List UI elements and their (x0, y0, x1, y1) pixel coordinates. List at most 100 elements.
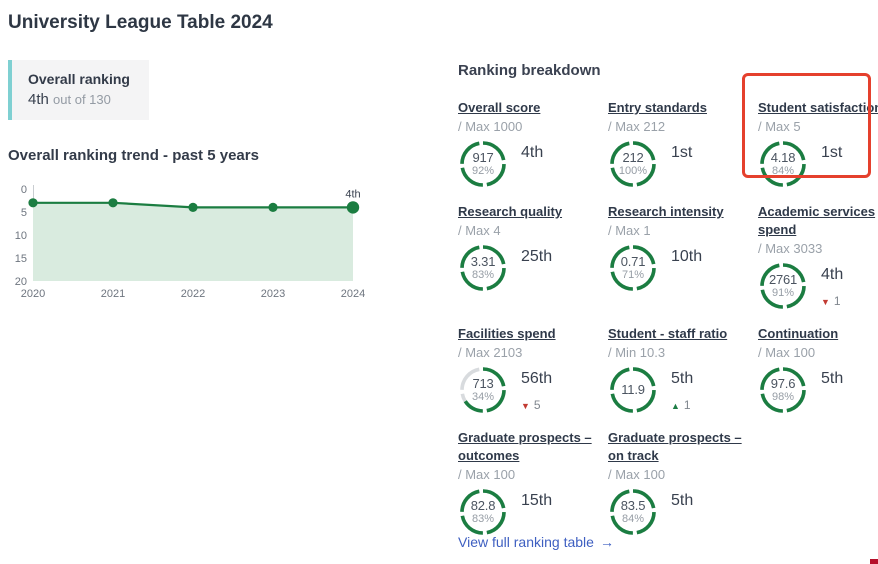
metric-percent: 98% (771, 391, 795, 403)
metric-link-overall-score[interactable]: Overall score (458, 100, 541, 115)
rank-change-amount: 5 (533, 398, 541, 412)
metric-max: / Max 100 (608, 467, 666, 482)
metric-percent: 91% (771, 287, 795, 299)
metric-gauge-row: 97.6 98% 5th (758, 365, 878, 415)
metric-gauge: 917 92% (458, 139, 508, 189)
metric-max: / Max 1000 (458, 119, 523, 134)
metric-gauge: 97.6 98% (758, 365, 808, 415)
gauge-text: 0.71 71% (608, 243, 658, 293)
gauge-text: 713 34% (458, 365, 508, 415)
metric-max: / Min 10.3 (608, 345, 666, 360)
metric-value: 97.6 (770, 376, 796, 391)
metric-rank: 56th (521, 370, 553, 387)
svg-text:20: 20 (15, 276, 27, 288)
metric-max: / Max 3033 (758, 241, 823, 256)
metric-gauge: 11.9 (608, 365, 658, 415)
metric-gauge: 0.71 71% (608, 243, 658, 293)
gauge-text: 11.9 (608, 365, 658, 415)
metric-rank-col: 1st (671, 139, 692, 162)
metric-rank: 15th (521, 492, 553, 509)
gauge-text: 917 92% (458, 139, 508, 189)
metric-rank-col: 1st (821, 139, 842, 162)
metric-gauge-row: 11.9 5th ▲ 1 (608, 365, 750, 415)
metric-rank-col: 4th (521, 139, 543, 162)
view-full-ranking-table-label: View full ranking table (458, 534, 594, 550)
metric-rank: 5th (671, 370, 694, 387)
rank-down-icon: ▼ (521, 401, 530, 411)
metric-max: / Max 4 (458, 223, 501, 238)
metric-rank-col: 5th ▲ 1 (671, 365, 693, 412)
svg-text:0: 0 (21, 184, 27, 196)
metric-card-academic-services-spend: Academic services spend / Max 3033 2761 … (758, 203, 878, 311)
metric-link-research-quality[interactable]: Research quality (458, 204, 563, 219)
gauge-text: 2761 91% (758, 261, 808, 311)
metric-link-continuation[interactable]: Continuation (758, 326, 839, 341)
metric-rank-col: 4th ▼ 1 (821, 261, 843, 308)
metric-card-graduate-prospects-on-track: Graduate prospects – on track / Max 100 … (608, 429, 750, 537)
metric-value: 0.71 (620, 254, 646, 269)
metric-link-graduate-prospects-outcomes[interactable]: Graduate prospects – outcomes (458, 430, 592, 463)
metric-percent: 84% (771, 165, 795, 177)
metric-gauge: 713 34% (458, 365, 508, 415)
view-full-ranking-table-link[interactable]: View full ranking table → (458, 534, 614, 550)
metric-max: / Max 100 (458, 467, 516, 482)
metrics-grid: Overall score / Max 1000 917 92% 4th Ent… (458, 99, 878, 537)
metric-rank: 10th (671, 248, 703, 265)
rank-change-amount: 1 (683, 398, 691, 412)
metric-card-overall-score: Overall score / Max 1000 917 92% 4th (458, 99, 600, 189)
metric-link-student-satisfaction[interactable]: Student satisfaction (758, 100, 878, 115)
metric-percent: 83% (471, 513, 495, 525)
metric-rank-col: 25th (521, 243, 552, 266)
metric-rank-col: 10th (671, 243, 702, 266)
metric-rank-col: 56th ▼ 5 (521, 365, 552, 412)
metric-link-graduate-prospects-on-track[interactable]: Graduate prospects – on track (608, 430, 742, 463)
metric-max: / Max 100 (758, 345, 816, 360)
metric-link-facilities-spend[interactable]: Facilities spend (458, 326, 556, 341)
overall-ranking-value: 4th out of 130 (28, 91, 149, 108)
metric-gauge-row: 3.31 83% 25th (458, 243, 600, 293)
metric-rank: 1st (821, 144, 843, 161)
gauge-text: 3.31 83% (458, 243, 508, 293)
metric-gauge-row: 917 92% 4th (458, 139, 600, 189)
metric-percent: 92% (471, 165, 495, 177)
metric-card-student-staff-ratio: Student - staff ratio / Min 10.3 11.9 5t… (608, 325, 750, 415)
metric-value: 11.9 (621, 382, 645, 397)
metric-gauge: 212 100% (608, 139, 658, 189)
rank-up-icon: ▲ (671, 401, 680, 411)
svg-text:10: 10 (15, 230, 27, 242)
metric-rank-col: 5th (671, 487, 693, 510)
metric-rank: 25th (521, 248, 553, 265)
metric-card-facilities-spend: Facilities spend / Max 2103 713 34% 56th… (458, 325, 600, 415)
metric-gauge-row: 83.5 84% 5th (608, 487, 750, 537)
metric-max: / Max 5 (758, 119, 801, 134)
metric-gauge-row: 2761 91% 4th ▼ 1 (758, 261, 878, 311)
svg-text:2021: 2021 (101, 288, 125, 300)
metric-rank: 5th (671, 492, 694, 509)
metric-value: 3.31 (470, 254, 496, 269)
metric-value: 917 (472, 150, 494, 165)
metric-gauge-row: 713 34% 56th ▼ 5 (458, 365, 600, 415)
metric-link-research-intensity[interactable]: Research intensity (608, 204, 724, 219)
metric-gauge: 3.31 83% (458, 243, 508, 293)
metric-value: 83.5 (620, 498, 646, 513)
ranking-breakdown-title: Ranking breakdown (458, 62, 601, 79)
metric-percent: 71% (621, 269, 645, 281)
metric-card-student-satisfaction: Student satisfaction / Max 5 4.18 84% 1s… (758, 99, 878, 189)
overall-rank-suffix: out of 130 (53, 92, 111, 107)
metric-link-entry-standards[interactable]: Entry standards (608, 100, 707, 115)
gauge-text: 82.8 83% (458, 487, 508, 537)
rank-change-amount: 1 (833, 294, 841, 308)
metric-percent: 34% (471, 391, 495, 403)
metric-rank-col: 15th (521, 487, 552, 510)
gauge-text: 4.18 84% (758, 139, 808, 189)
metric-rank: 4th (521, 144, 544, 161)
metric-max: / Max 2103 (458, 345, 523, 360)
gauge-text: 83.5 84% (608, 487, 658, 537)
metric-link-academic-services-spend[interactable]: Academic services spend (758, 204, 876, 237)
metric-max: / Max 212 (608, 119, 666, 134)
overall-ranking-card: Overall ranking 4th out of 130 (8, 60, 149, 120)
metric-value: 2761 (768, 272, 798, 287)
metric-link-student-staff-ratio[interactable]: Student - staff ratio (608, 326, 728, 341)
metric-gauge: 2761 91% (758, 261, 808, 311)
